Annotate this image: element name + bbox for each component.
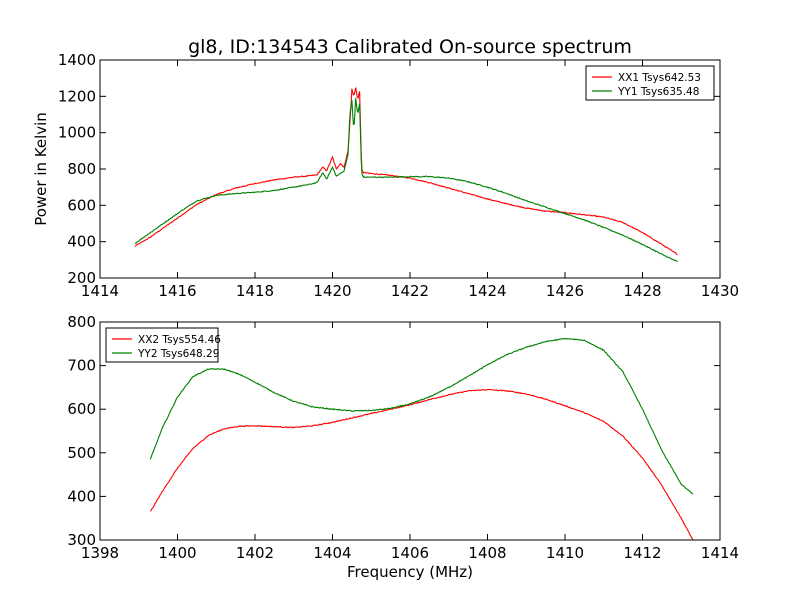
y-tick-label: 500 bbox=[67, 444, 96, 462]
x-tick-label: 1426 bbox=[546, 282, 584, 300]
legend-label: YY1 Tsys635.48 bbox=[617, 86, 699, 98]
y-tick-label: 1200 bbox=[58, 87, 96, 105]
y-tick-label: 800 bbox=[67, 160, 96, 178]
x-tick-label: 1414 bbox=[81, 282, 119, 300]
x-tick-label: 1416 bbox=[158, 282, 196, 300]
y-tick-label: 600 bbox=[67, 196, 96, 214]
y-tick-label: 400 bbox=[67, 233, 96, 251]
x-tick-label: 1418 bbox=[236, 282, 274, 300]
y-axis-label: Power in Kelvin bbox=[32, 112, 50, 226]
legend-box bbox=[105, 327, 219, 363]
x-tick-label: 1400 bbox=[158, 544, 196, 562]
chart-title: gl8, ID:134543 Calibrated On-source spec… bbox=[188, 36, 632, 58]
x-tick-label: 1422 bbox=[391, 282, 429, 300]
legend-label: YY2 Tsys648.29 bbox=[137, 348, 219, 360]
y-tick-label: 1000 bbox=[58, 124, 96, 142]
x-tick-label: 1398 bbox=[81, 544, 119, 562]
y-tick-label: 200 bbox=[67, 269, 96, 287]
series-line-2 bbox=[149, 337, 694, 495]
series-line-2 bbox=[134, 98, 678, 263]
x-tick-label: 1420 bbox=[313, 282, 351, 300]
plot-panels: 1414 1416 1418 1420 1422 1424 1426 1428 1430 200 4… bbox=[32, 51, 739, 581]
x-tick-label: 1410 bbox=[546, 544, 584, 562]
y-tick-label: 300 bbox=[67, 531, 96, 549]
x-tick-label: 1404 bbox=[313, 544, 351, 562]
plot-panel-1: 1414 1416 1418 1420 1422 1424 1426 1428 1430 200 4… bbox=[32, 51, 739, 300]
x-tick-label: 1412 bbox=[623, 544, 661, 562]
y-tick-label: 700 bbox=[67, 357, 96, 375]
legend-box bbox=[585, 65, 715, 101]
x-tick-label: 1424 bbox=[468, 282, 506, 300]
series-line-1 bbox=[149, 388, 694, 541]
x-tick-label: 1402 bbox=[236, 544, 274, 562]
y-tick-label: 400 bbox=[67, 487, 96, 505]
plot-panel-2: 1398 1400 1402 1404 1406 1408 1410 1412 1414 300 4… bbox=[67, 313, 739, 581]
x-axis-label: Frequency (MHz) bbox=[347, 563, 473, 581]
x-tick-label: 1430 bbox=[701, 282, 739, 300]
legend-label: XX2 Tsys554.46 bbox=[138, 334, 221, 346]
y-tick-label: 1400 bbox=[58, 51, 96, 69]
legend: XX1 Tsys642.53 YY1 Tsys635.48 bbox=[585, 65, 715, 101]
legend: XX2 Tsys554.46 YY2 Tsys648.29 bbox=[105, 327, 221, 363]
x-tick-label: 1414 bbox=[701, 544, 739, 562]
legend-label: XX1 Tsys642.53 bbox=[618, 72, 701, 84]
y-tick-label: 600 bbox=[67, 400, 96, 418]
x-tick-label: 1408 bbox=[468, 544, 506, 562]
x-tick-label: 1428 bbox=[623, 282, 661, 300]
x-tick-label: 1406 bbox=[391, 544, 429, 562]
y-tick-label: 800 bbox=[67, 313, 96, 331]
